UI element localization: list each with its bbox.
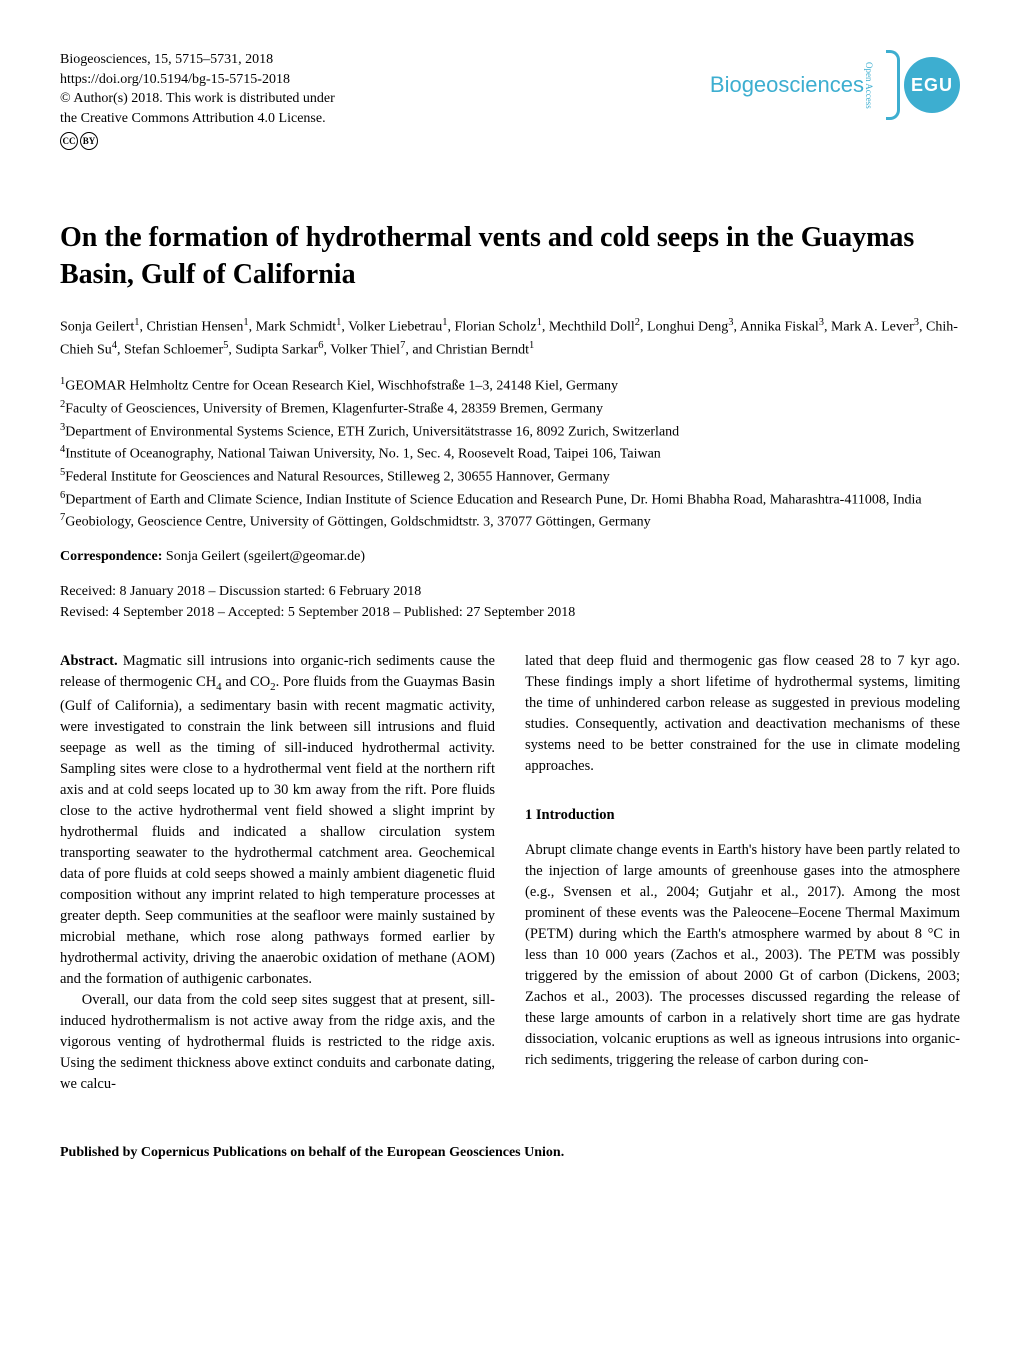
journal-reference: Biogeosciences, 15, 5715–5731, 2018 (60, 50, 335, 70)
affiliation-4: 4Institute of Oceanography, National Tai… (60, 442, 960, 465)
publication-dates: Received: 8 January 2018 – Discussion st… (60, 581, 960, 623)
correspondence: Correspondence: Sonja Geilert (sgeilert@… (60, 549, 960, 565)
header-left: Biogeosciences, 15, 5715–5731, 2018 http… (60, 50, 335, 150)
section-1-heading: 1 Introduction (525, 805, 960, 826)
authors-list: Sonja Geilert1, Christian Hensen1, Mark … (60, 315, 960, 360)
cc-icon: CC (60, 132, 78, 150)
correspondence-text: Sonja Geilert (sgeilert@geomar.de) (166, 549, 365, 564)
affiliation-3: 3Department of Environmental Systems Sci… (60, 420, 960, 443)
cc-license-icons: CC BY (60, 132, 335, 150)
doi: https://doi.org/10.5194/bg-15-5715-2018 (60, 70, 335, 90)
affiliation-6: 6Department of Earth and Climate Science… (60, 488, 960, 511)
page-footer: Published by Copernicus Publications on … (60, 1145, 960, 1161)
article-title: On the formation of hydrothermal vents a… (60, 220, 960, 293)
abstract-paragraph-3: lated that deep fluid and thermogenic ga… (525, 651, 960, 777)
dates-line-1: Received: 8 January 2018 – Discussion st… (60, 581, 960, 602)
body-columns: Abstract. Magmatic sill intrusions into … (60, 651, 960, 1095)
copyright-line: © Author(s) 2018. This work is distribut… (60, 89, 335, 109)
open-access-label: Open Access (864, 62, 874, 109)
affiliation-2: 2Faculty of Geosciences, University of B… (60, 397, 960, 420)
egu-bracket-icon (886, 50, 900, 120)
egu-circle-icon: EGU (904, 57, 960, 113)
section-1-paragraph-1: Abrupt climate change events in Earth's … (525, 840, 960, 1071)
affiliation-5: 5Federal Institute for Geosciences and N… (60, 465, 960, 488)
affiliation-7: 7Geobiology, Geoscience Centre, Universi… (60, 510, 960, 533)
right-column: lated that deep fluid and thermogenic ga… (525, 651, 960, 1095)
abstract-paragraph-1: Abstract. Magmatic sill intrusions into … (60, 651, 495, 990)
egu-logo: EGU (886, 50, 960, 120)
left-column: Abstract. Magmatic sill intrusions into … (60, 651, 495, 1095)
correspondence-label: Correspondence: (60, 549, 162, 564)
affiliation-1: 1GEOMAR Helmholtz Centre for Ocean Resea… (60, 374, 960, 397)
abstract-label: Abstract. (60, 653, 118, 669)
by-icon: BY (80, 132, 98, 150)
license-line: the Creative Commons Attribution 4.0 Lic… (60, 109, 335, 129)
dates-line-2: Revised: 4 September 2018 – Accepted: 5 … (60, 602, 960, 623)
affiliations-list: 1GEOMAR Helmholtz Centre for Ocean Resea… (60, 374, 960, 533)
abstract-text-1: Magmatic sill intrusions into organic-ri… (60, 653, 495, 987)
publisher-statement: Published by Copernicus Publications on … (60, 1145, 564, 1161)
journal-name: Biogeosciences (710, 72, 864, 98)
abstract-paragraph-2: Overall, our data from the cold seep sit… (60, 990, 495, 1095)
header-block: Biogeosciences, 15, 5715–5731, 2018 http… (60, 50, 960, 150)
egu-text: EGU (911, 75, 953, 96)
header-right: Biogeosciences Open Access EGU (710, 50, 960, 120)
